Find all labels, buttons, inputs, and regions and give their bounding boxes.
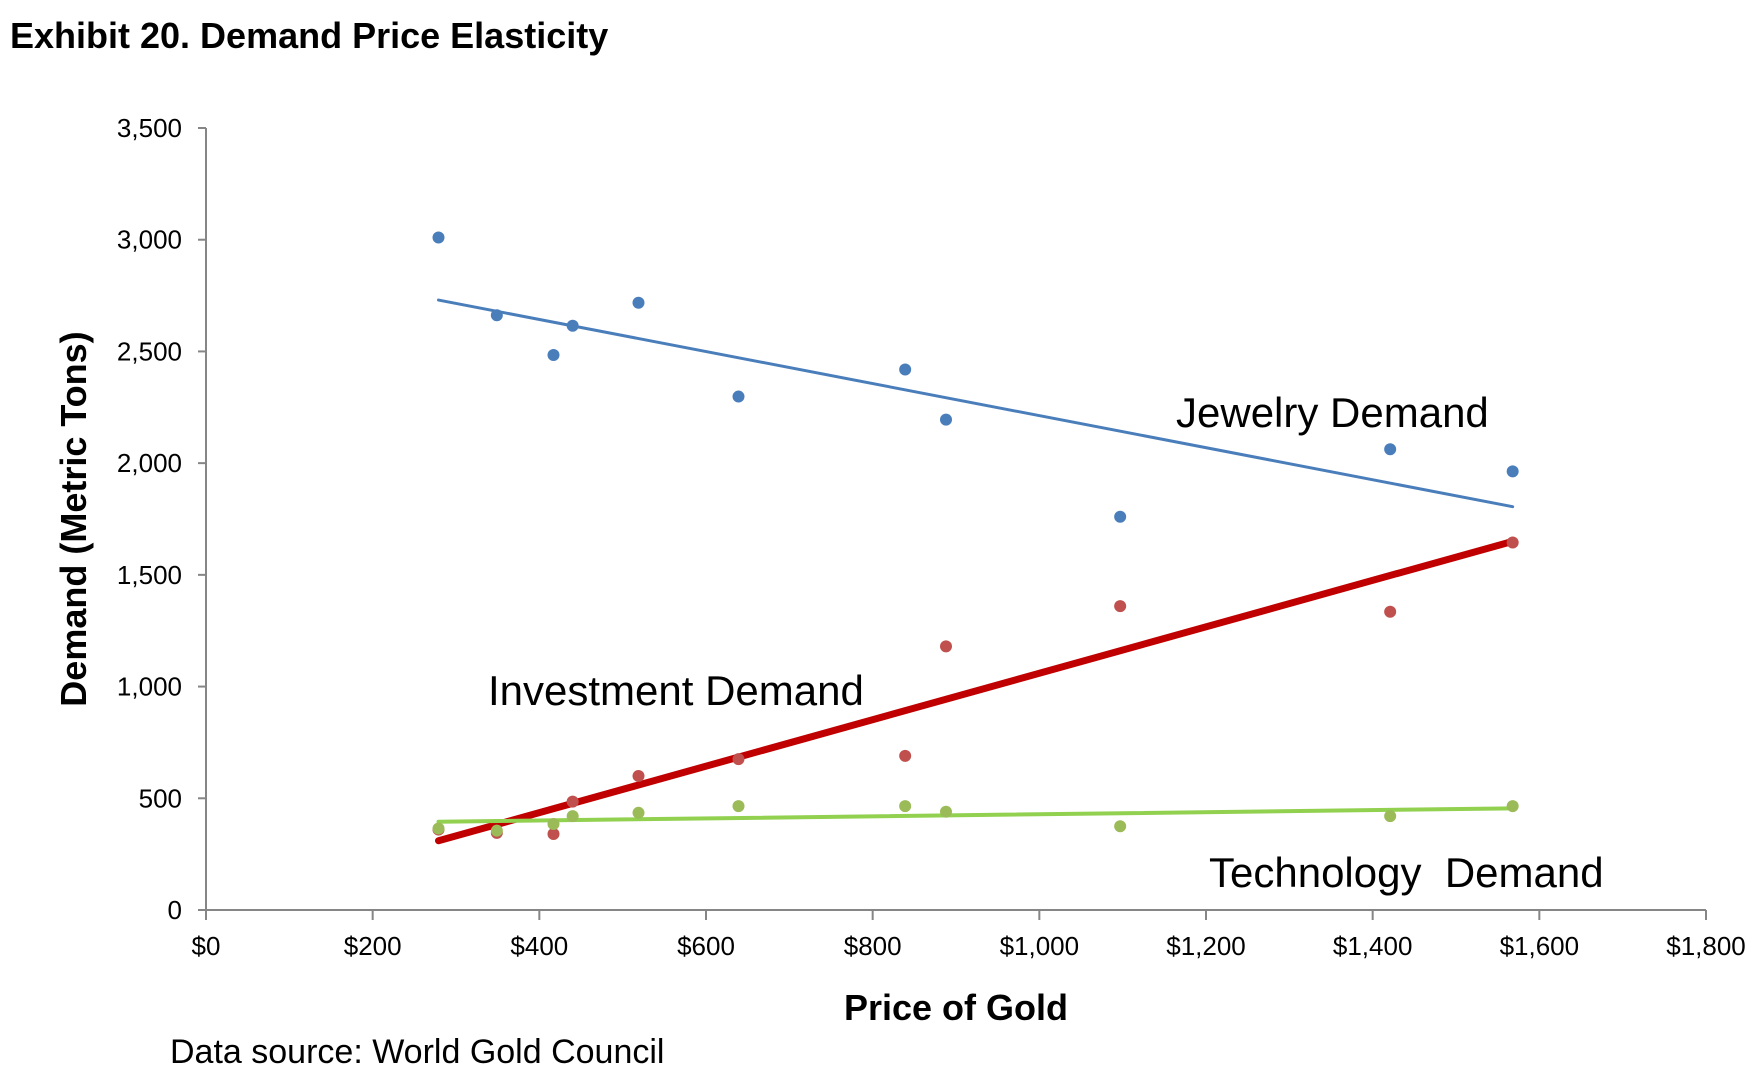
x-ticks: $0 $200 $400 $600 $800 $1,000 $1,200 $1,400 $1,6… [192,910,1746,961]
point-jewelry-demand [1114,510,1127,523]
point-investment-demand [632,769,645,782]
x-tick-label: $1,200 [1166,931,1246,961]
point-technology-demand [547,817,560,830]
point-technology-demand [732,800,745,813]
data-source: Data source: World Gold Council [170,1033,664,1071]
point-jewelry-demand [566,319,579,332]
annotation-investment-demand: Investment Demand [488,667,864,714]
trendline-investment-demand [435,537,1517,845]
data-points [432,231,1519,841]
trendline-technology-demand [436,806,1515,824]
point-technology-demand [432,822,445,835]
y-tick-label: 0 [168,895,182,925]
point-jewelry-demand [490,309,503,322]
x-tick-label: $800 [844,931,902,961]
annotation-jewelry-demand: Jewelry Demand [1176,389,1489,436]
point-jewelry-demand [732,390,745,403]
x-tick-label: $1,800 [1666,931,1746,961]
y-tick-label: 1,000 [117,672,182,702]
point-jewelry-demand [899,363,912,376]
point-jewelry-demand [940,413,952,426]
point-jewelry-demand [1384,443,1397,456]
y-tick-label: 3,500 [117,113,182,143]
point-technology-demand [899,800,912,813]
y-ticks: 0 500 1,000 1,500 2,000 2,500 3,000 3,500 [117,113,206,925]
point-investment-demand [1384,605,1397,618]
point-investment-demand [1506,536,1519,549]
y-tick-label: 1,500 [117,560,182,590]
point-technology-demand [940,805,952,818]
point-jewelry-demand [632,296,645,309]
x-axis-title: Price of Gold [844,987,1068,1028]
y-axis: 0 500 1,000 1,500 2,000 2,500 3,000 3,500 [117,113,207,925]
y-axis-title: Demand (Metric Tons) [53,331,94,706]
point-technology-demand [1384,810,1397,823]
point-technology-demand [632,806,645,819]
x-tick-label: $1,600 [1500,931,1580,961]
point-technology-demand [566,810,579,823]
x-tick-label: $1,400 [1333,931,1413,961]
x-tick-label: $200 [344,931,402,961]
x-tick-label: $0 [192,931,221,961]
x-axis: $0 $200 $400 $600 $800 $1,000 $1,200 $1,400 $1,6… [192,909,1746,961]
point-technology-demand [1114,820,1127,833]
trendlines [435,298,1517,845]
y-tick-label: 2,000 [117,448,182,478]
point-investment-demand [899,749,912,762]
x-tick-label: $400 [510,931,568,961]
y-tick-label: 3,000 [117,225,182,255]
annotation-technology-demand: Technology Demand [1209,849,1604,896]
point-jewelry-demand [1506,465,1519,478]
point-investment-demand [940,640,952,653]
point-investment-demand [547,828,560,841]
x-tick-label: $600 [677,931,735,961]
point-investment-demand [732,753,745,766]
point-technology-demand [1506,800,1519,813]
y-tick-label: 2,500 [117,336,182,366]
point-jewelry-demand [432,231,445,244]
x-tick-label: $1,000 [1000,931,1080,961]
point-investment-demand [1114,600,1127,613]
point-technology-demand [490,824,503,837]
chart-title: Exhibit 20. Demand Price Elasticity [10,15,608,56]
point-jewelry-demand [547,349,560,362]
point-investment-demand [566,795,579,808]
y-tick-label: 500 [139,783,182,813]
trendline-jewelry-demand [437,298,1515,509]
